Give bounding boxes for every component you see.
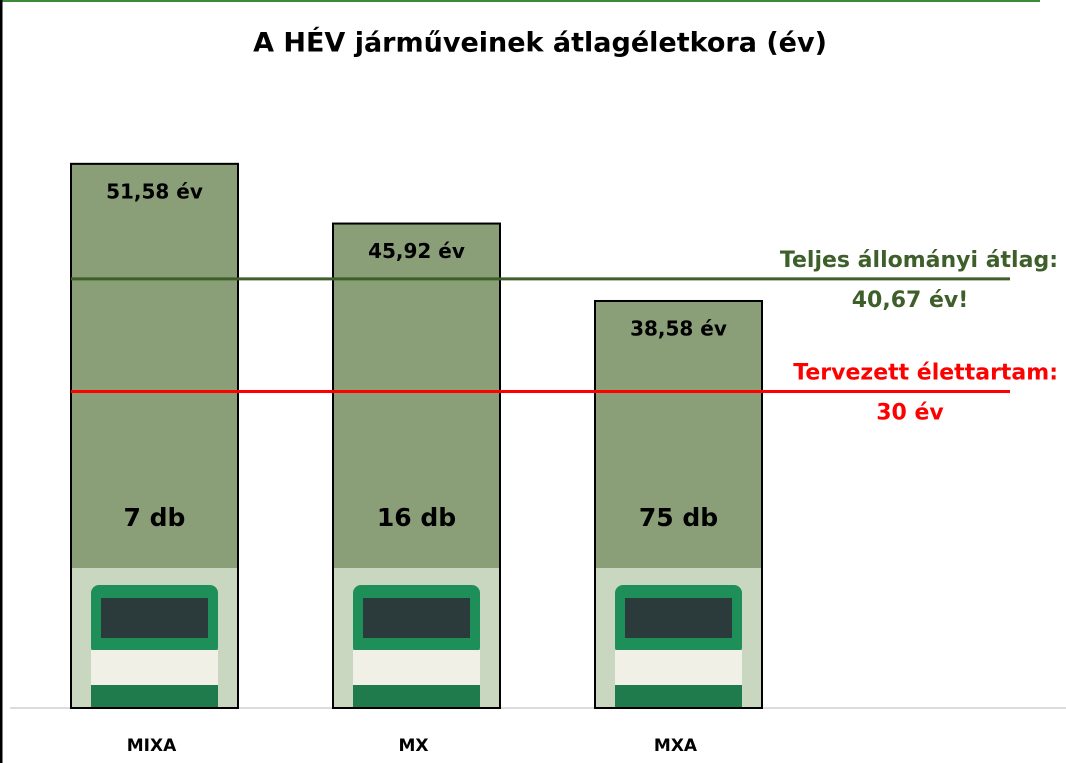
reference-name: Tervezett élettartam: — [793, 361, 1058, 386]
reference-value: 30 év — [876, 401, 944, 426]
value-label: 38,58 év — [630, 316, 727, 340]
train-bottom — [91, 685, 218, 707]
x-tick-label: MX — [398, 736, 428, 756]
train-stripe — [353, 650, 480, 685]
train-stripe — [91, 650, 218, 685]
train-stripe — [615, 650, 742, 685]
train-window — [625, 598, 732, 638]
reference-value: 40,67 év! — [852, 288, 969, 313]
count-label: 16 db — [377, 503, 456, 532]
count-label: 7 db — [124, 503, 186, 532]
train-window — [101, 598, 208, 638]
train-bottom — [353, 685, 480, 707]
chart-title: A HÉV járműveinek átlagéletkora (év) — [253, 27, 827, 59]
value-label: 45,92 év — [368, 239, 465, 263]
x-tick-label: MXA — [654, 736, 698, 756]
value-label: 51,58 év — [106, 179, 203, 203]
train-bottom — [615, 685, 742, 707]
x-tick-label: MIXA — [127, 736, 177, 756]
reference-name: Teljes állományi átlag: — [780, 248, 1058, 273]
count-label: 75 db — [639, 503, 718, 532]
train-window — [363, 598, 470, 638]
